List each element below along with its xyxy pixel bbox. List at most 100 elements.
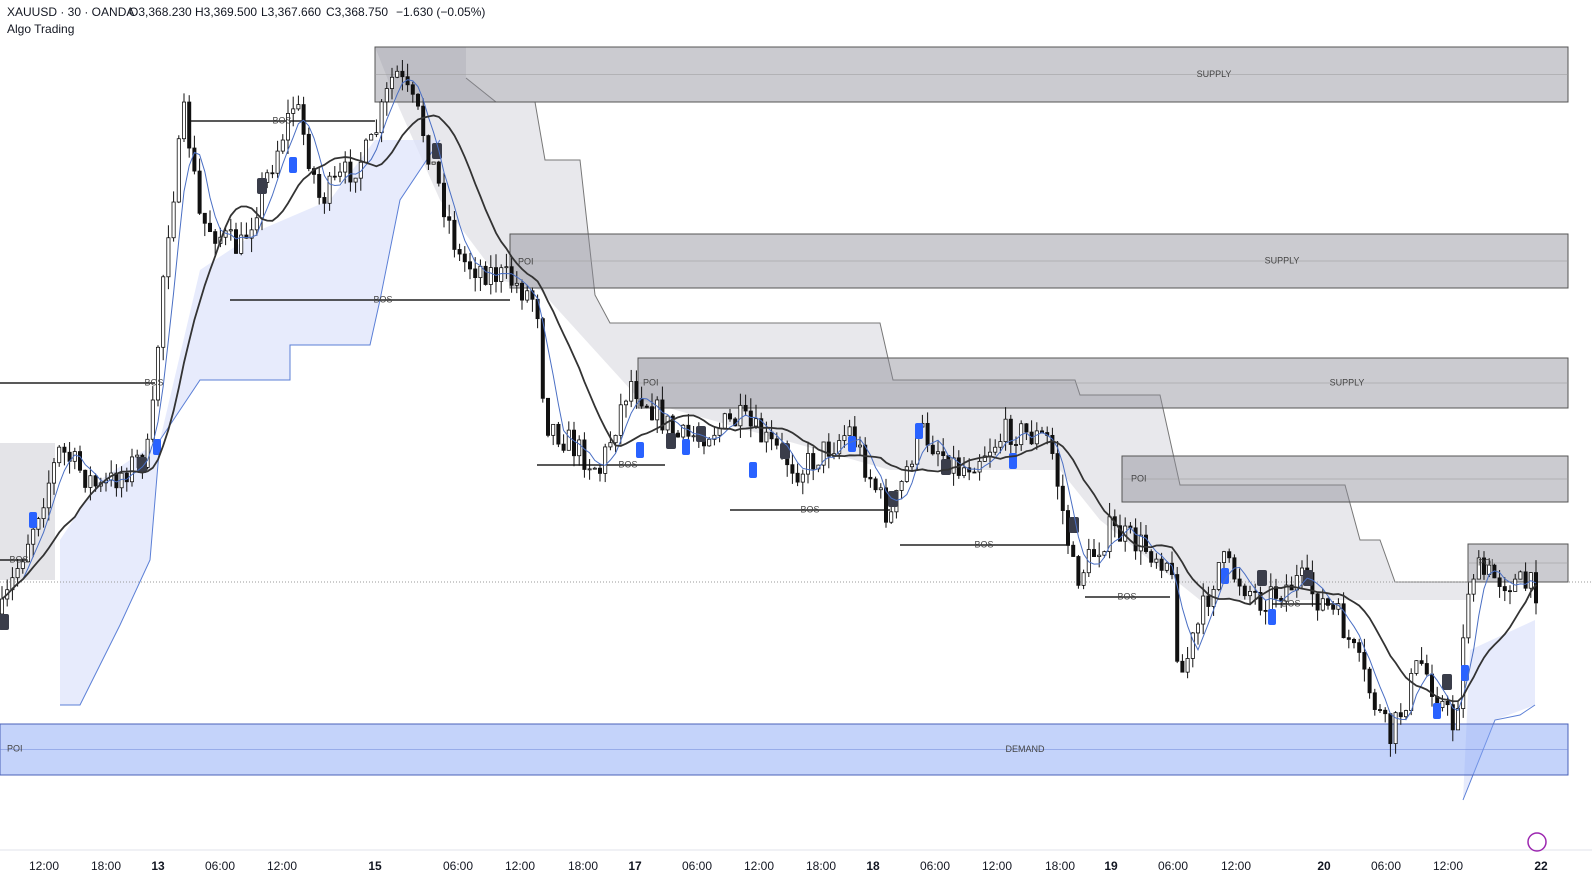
candle [556, 423, 561, 445]
candle [389, 76, 394, 89]
candle [457, 249, 462, 255]
candle [561, 443, 566, 451]
candle [873, 478, 878, 491]
candle [124, 472, 129, 483]
candle [301, 104, 306, 135]
time-label: 12:00 [982, 859, 1012, 873]
candle [197, 170, 202, 214]
candle [400, 70, 405, 78]
candle [603, 446, 608, 474]
candle [275, 150, 280, 174]
time-label: 15 [368, 859, 382, 873]
candle [467, 261, 472, 270]
candle [249, 229, 254, 239]
candle [738, 404, 743, 427]
candle [1024, 423, 1029, 433]
candle [254, 217, 259, 231]
candle [1398, 712, 1403, 718]
time-label: 12:00 [267, 859, 297, 873]
poi-label: POI [518, 256, 534, 266]
candle [285, 113, 290, 141]
candle [483, 265, 488, 285]
candle [1320, 598, 1325, 611]
time-label: 12:00 [505, 859, 535, 873]
candle [608, 442, 613, 448]
candle [447, 216, 452, 221]
bos-label: BOS [272, 115, 291, 125]
candle [52, 462, 57, 484]
time-label: 12:00 [1433, 859, 1463, 873]
candle [1133, 527, 1138, 552]
candle [774, 438, 779, 446]
high: H3,369.500 [195, 5, 257, 19]
signal [682, 439, 690, 455]
fast-ma [1, 79, 1537, 720]
signal [289, 157, 297, 173]
candle [478, 265, 483, 279]
poi-label: POI [7, 743, 23, 753]
candle [1170, 562, 1175, 575]
candle [582, 439, 587, 470]
candle [1227, 551, 1232, 559]
candle [837, 440, 842, 455]
candle [660, 399, 665, 431]
candle [1362, 652, 1367, 670]
candle [790, 464, 795, 474]
candle [1055, 453, 1060, 487]
bos-label: BOS [800, 504, 819, 514]
candle [1352, 639, 1357, 644]
candle [904, 466, 909, 482]
candle [530, 290, 535, 300]
candle [592, 467, 597, 470]
candle [811, 453, 816, 470]
candle [415, 93, 420, 107]
bos-label: BOS [1117, 591, 1136, 601]
candle [1216, 562, 1221, 590]
candle [728, 413, 733, 420]
candle [306, 133, 311, 169]
signal [1221, 568, 1229, 584]
candle [1008, 418, 1013, 445]
zone-label: SUPPLY [1265, 255, 1300, 265]
candle [847, 426, 852, 437]
candle [1523, 571, 1528, 589]
candle [1315, 593, 1320, 611]
candle [1450, 704, 1455, 731]
candle [566, 429, 571, 451]
candle [379, 101, 384, 134]
candle [181, 101, 186, 140]
candle [821, 441, 826, 466]
candle [1196, 623, 1201, 634]
candle [899, 481, 904, 491]
candle [363, 139, 368, 163]
candle [1482, 557, 1487, 575]
zone-label: DEMAND [1005, 744, 1045, 754]
bos-label: BOS [9, 554, 28, 564]
candle [1476, 557, 1481, 580]
candle [1097, 554, 1102, 557]
candle [1144, 534, 1149, 552]
candle [135, 454, 140, 458]
candle [1388, 713, 1393, 744]
candle [941, 451, 946, 456]
time-label: 12:00 [744, 859, 774, 873]
time-label: 22 [1534, 859, 1548, 873]
signal [780, 443, 790, 459]
candle [806, 453, 811, 475]
candle [707, 438, 712, 447]
candle [317, 174, 322, 198]
candle [878, 487, 883, 491]
candle [1242, 585, 1247, 597]
candle [889, 511, 894, 523]
open: O3,368.230 [129, 5, 192, 19]
alert-icon[interactable] [1527, 832, 1547, 852]
candle [436, 161, 441, 184]
candle [743, 404, 748, 412]
candle [655, 399, 660, 421]
candle [322, 197, 327, 204]
candle [936, 451, 941, 455]
slow-ma [1, 114, 1537, 703]
signal [137, 457, 147, 473]
candle [374, 132, 379, 135]
candle [1164, 562, 1169, 571]
